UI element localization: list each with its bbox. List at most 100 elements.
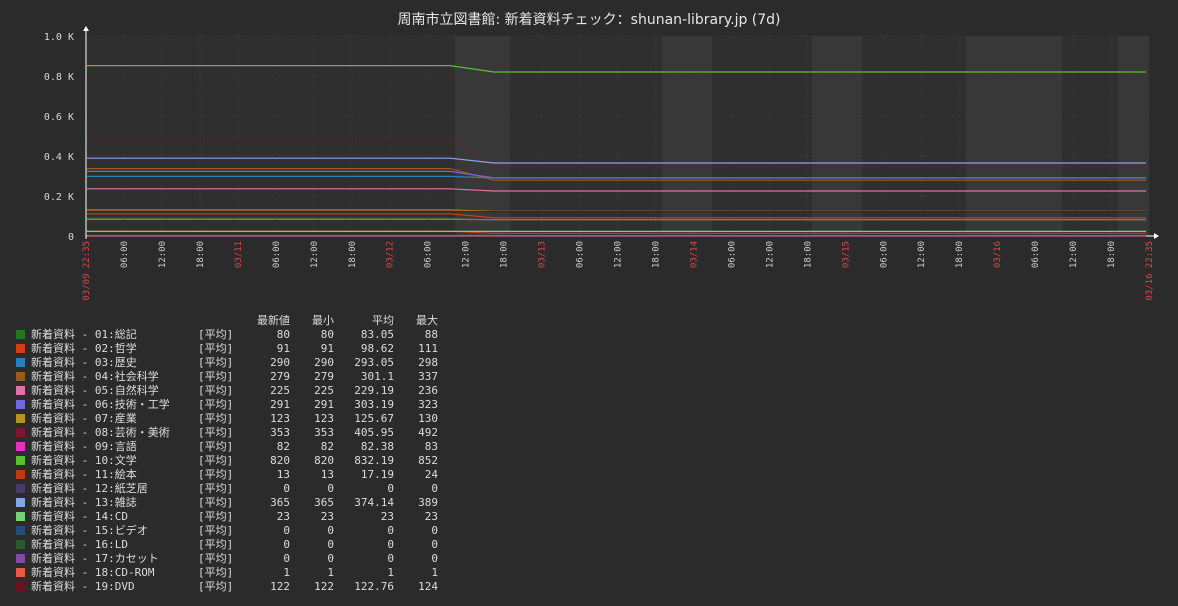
legend-last-value: 82: [276, 440, 290, 453]
legend-min-value: 80: [320, 328, 334, 341]
x-tick-label: 06:00: [1031, 241, 1041, 268]
legend-last-value: 123: [270, 412, 290, 425]
legend-max-value: 1: [431, 566, 438, 579]
legend-min-value: 0: [327, 552, 334, 565]
legend-max-value: 492: [418, 426, 438, 439]
x-tick-label: 03/12: [386, 241, 396, 268]
x-tick-label: 12:00: [917, 241, 927, 268]
legend-last-value: 1: [283, 566, 290, 579]
legend-label: 新着資料 - 16:LD: [31, 538, 128, 551]
legend-max-value: 0: [431, 552, 438, 565]
legend-avg-value: 122.76: [354, 580, 394, 593]
legend-aggregation: [平均]: [198, 482, 234, 495]
legend-last-value: 353: [270, 426, 290, 439]
legend-min-value: 0: [327, 524, 334, 537]
legend-last-value: 0: [283, 552, 290, 565]
legend-label: 新着資料 - 05:自然科学: [31, 384, 159, 397]
legend-min-value: 365: [314, 496, 334, 509]
series-line: [87, 213, 1146, 219]
legend-last-value: 23: [276, 510, 290, 523]
legend-min-value: 291: [314, 398, 334, 411]
x-tick-label: 12:00: [158, 241, 168, 268]
legend-avg-value: 0: [387, 538, 394, 551]
x-tick-label: 12:00: [614, 241, 624, 268]
x-tick-label: 06:00: [120, 241, 130, 268]
legend-avg-value: 98.62: [360, 342, 394, 355]
legend-label: 新着資料 - 06:技術・工学: [31, 398, 170, 411]
legend-aggregation: [平均]: [198, 440, 234, 453]
y-tick-label: 1.0 K: [44, 32, 74, 43]
legend-min-value: 23: [320, 510, 334, 523]
legend-swatch: [16, 330, 25, 339]
legend-last-value: 820: [270, 454, 290, 467]
y-tick-label: 0.6 K: [44, 112, 74, 123]
legend-min-value: 91: [320, 342, 334, 355]
legend-max-value: 0: [431, 524, 438, 537]
legend-avg-value: 0: [387, 552, 394, 565]
x-tick-label: 06:00: [272, 241, 282, 268]
x-tick-label: 12:00: [1069, 241, 1079, 268]
x-tick-label: 03/11: [234, 241, 244, 268]
legend-swatch: [16, 400, 25, 409]
legend-aggregation: [平均]: [198, 356, 234, 369]
legend-label: 新着資料 - 09:言語: [31, 440, 137, 453]
legend-swatch: [16, 428, 25, 437]
legend-max-value: 337: [418, 370, 438, 383]
legend-last-value: 122: [270, 580, 290, 593]
legend-min-value: 225: [314, 384, 334, 397]
legend-max-value: 852: [418, 454, 438, 467]
legend-max-value: 0: [431, 538, 438, 551]
legend-swatch: [16, 456, 25, 465]
legend-min-value: 279: [314, 370, 334, 383]
legend-label: 新着資料 - 12:紙芝居: [31, 482, 148, 495]
legend-avg-value: 1: [387, 566, 394, 579]
x-tick-label: 06:00: [879, 241, 889, 268]
legend-aggregation: [平均]: [198, 538, 234, 551]
legend-last-value: 225: [270, 384, 290, 397]
legend-avg-value: 125.67: [354, 412, 394, 425]
line-chart: 1.0 K 0.8 K 0.6 K 0.4 K 0.2 K 0 03/09 22:35 06:…: [44, 26, 1159, 301]
legend-swatch: [16, 372, 25, 381]
legend-last-value: 0: [283, 538, 290, 551]
x-tick-label: 03/14: [689, 241, 699, 268]
series-line: [87, 157, 1146, 164]
legend-avg-value: 303.19: [354, 398, 394, 411]
legend-min-value: 290: [314, 356, 334, 369]
legend-last-value: 91: [276, 342, 290, 355]
x-tick-label: 12:00: [310, 241, 320, 268]
legend-max-value: 124: [418, 580, 438, 593]
legend-aggregation: [平均]: [198, 412, 234, 425]
legend-label: 新着資料 - 02:哲学: [31, 342, 137, 355]
y-tick-label: 0.8 K: [44, 72, 74, 83]
legend-swatch: [16, 512, 25, 521]
legend-aggregation: [平均]: [198, 468, 234, 481]
legend-min-value: 123: [314, 412, 334, 425]
header-min: 最小: [312, 314, 334, 327]
legend-avg-value: 293.05: [354, 356, 394, 369]
legend-aggregation: [平均]: [198, 426, 234, 439]
legend-last-value: 0: [283, 482, 290, 495]
legend-avg-value: 229.19: [354, 384, 394, 397]
legend-last-value: 80: [276, 328, 290, 341]
legend-min-value: 1: [327, 566, 334, 579]
x-tick-label: 18:00: [1107, 241, 1117, 268]
time-band: [662, 36, 712, 236]
legend-aggregation: [平均]: [198, 370, 234, 383]
y-tick-label: 0.4 K: [44, 152, 74, 163]
legend-swatch: [16, 484, 25, 493]
legend-max-value: 0: [431, 482, 438, 495]
legend-label: 新着資料 - 08:芸術・美術: [31, 426, 170, 439]
legend-min-value: 13: [320, 468, 334, 481]
legend-aggregation: [平均]: [198, 454, 234, 467]
legend-label: 新着資料 - 15:ビデオ: [31, 524, 148, 537]
legend-last-value: 291: [270, 398, 290, 411]
legend-aggregation: [平均]: [198, 552, 234, 565]
legend-min-value: 82: [320, 440, 334, 453]
legend-max-value: 23: [424, 510, 438, 523]
x-tick-label: 06:00: [727, 241, 737, 268]
x-tick-label: 06:00: [424, 241, 434, 268]
series-line: [87, 65, 1146, 73]
legend-swatch: [16, 526, 25, 535]
legend-aggregation: [平均]: [198, 342, 234, 355]
legend-aggregation: [平均]: [198, 580, 234, 593]
